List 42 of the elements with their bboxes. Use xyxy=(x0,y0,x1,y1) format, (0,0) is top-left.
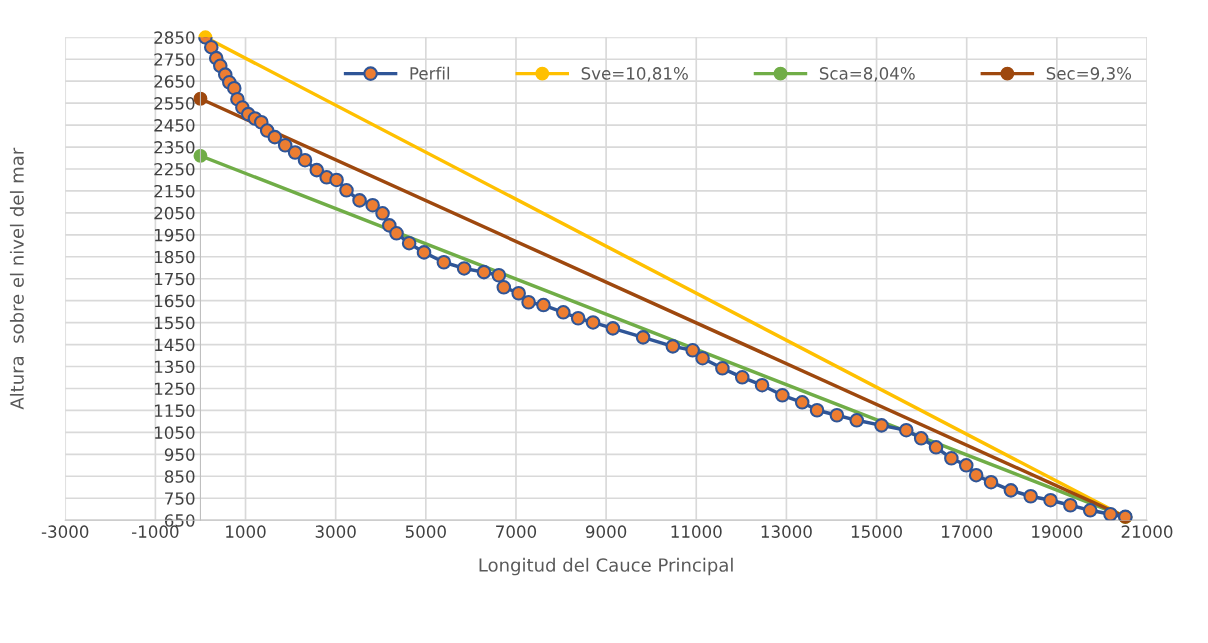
y-tick-label: 1950 xyxy=(155,228,195,242)
y-tick-label: 2350 xyxy=(154,141,195,154)
y-tick-label: 2550 xyxy=(154,97,195,110)
y-tick-label: 1750 xyxy=(155,272,195,286)
y-tick-label: 2650 xyxy=(154,75,195,88)
x-tick-label: 11000 xyxy=(671,525,722,538)
y-tick-label: 2150 xyxy=(154,184,195,198)
legend-label: Sve=10,81% xyxy=(581,67,688,82)
x-tick-label: 19000 xyxy=(1032,525,1083,538)
y-tick-label: 1050 xyxy=(155,426,195,439)
x-tick-label: 9000 xyxy=(585,525,627,538)
x-tick-label: -1000 xyxy=(131,525,179,538)
y-tick-label: 1550 xyxy=(155,316,195,330)
y-tick-label: 1850 xyxy=(155,250,195,264)
x-tick-label: 17000 xyxy=(942,525,993,538)
x-tick-label: 7000 xyxy=(496,525,537,538)
x-tick-label: 15000 xyxy=(851,525,902,538)
legend-label: Perfil xyxy=(410,66,450,80)
y-tick-label: 2250 xyxy=(154,162,195,176)
legend-label: Sca=8,04% xyxy=(819,67,915,82)
x-tick-label: 13000 xyxy=(761,525,812,538)
y-tick-label: 2450 xyxy=(154,119,195,132)
y-tick-label: 1650 xyxy=(155,294,195,308)
y-tick-label: 1150 xyxy=(155,404,195,418)
y-tick-label: 1250 xyxy=(155,382,195,396)
y-axis-title: Altura sobre el nivel del mar xyxy=(9,147,24,410)
x-tick-label: 1000 xyxy=(226,525,266,538)
y-tick-label: 950 xyxy=(164,448,195,461)
y-tick-label: 2750 xyxy=(154,53,195,66)
x-tick-label: 5000 xyxy=(405,525,446,538)
y-tick-label: 2050 xyxy=(154,206,195,220)
y-tick-label: 1450 xyxy=(155,338,195,352)
x-tick-label: 21000 xyxy=(1121,525,1173,538)
y-tick-label: 650 xyxy=(164,514,195,527)
legend-label: Sec=9,3% xyxy=(1046,67,1132,82)
x-tick-label: 3000 xyxy=(315,525,356,538)
y-tick-label: 850 xyxy=(164,470,195,483)
x-tick-label: -3000 xyxy=(41,525,89,538)
x-axis-title: Longitud del Cauce Principal xyxy=(479,557,733,576)
y-tick-label: 2850 xyxy=(154,31,195,44)
y-tick-label: 750 xyxy=(165,492,195,505)
y-tick-label: 1350 xyxy=(155,360,195,374)
